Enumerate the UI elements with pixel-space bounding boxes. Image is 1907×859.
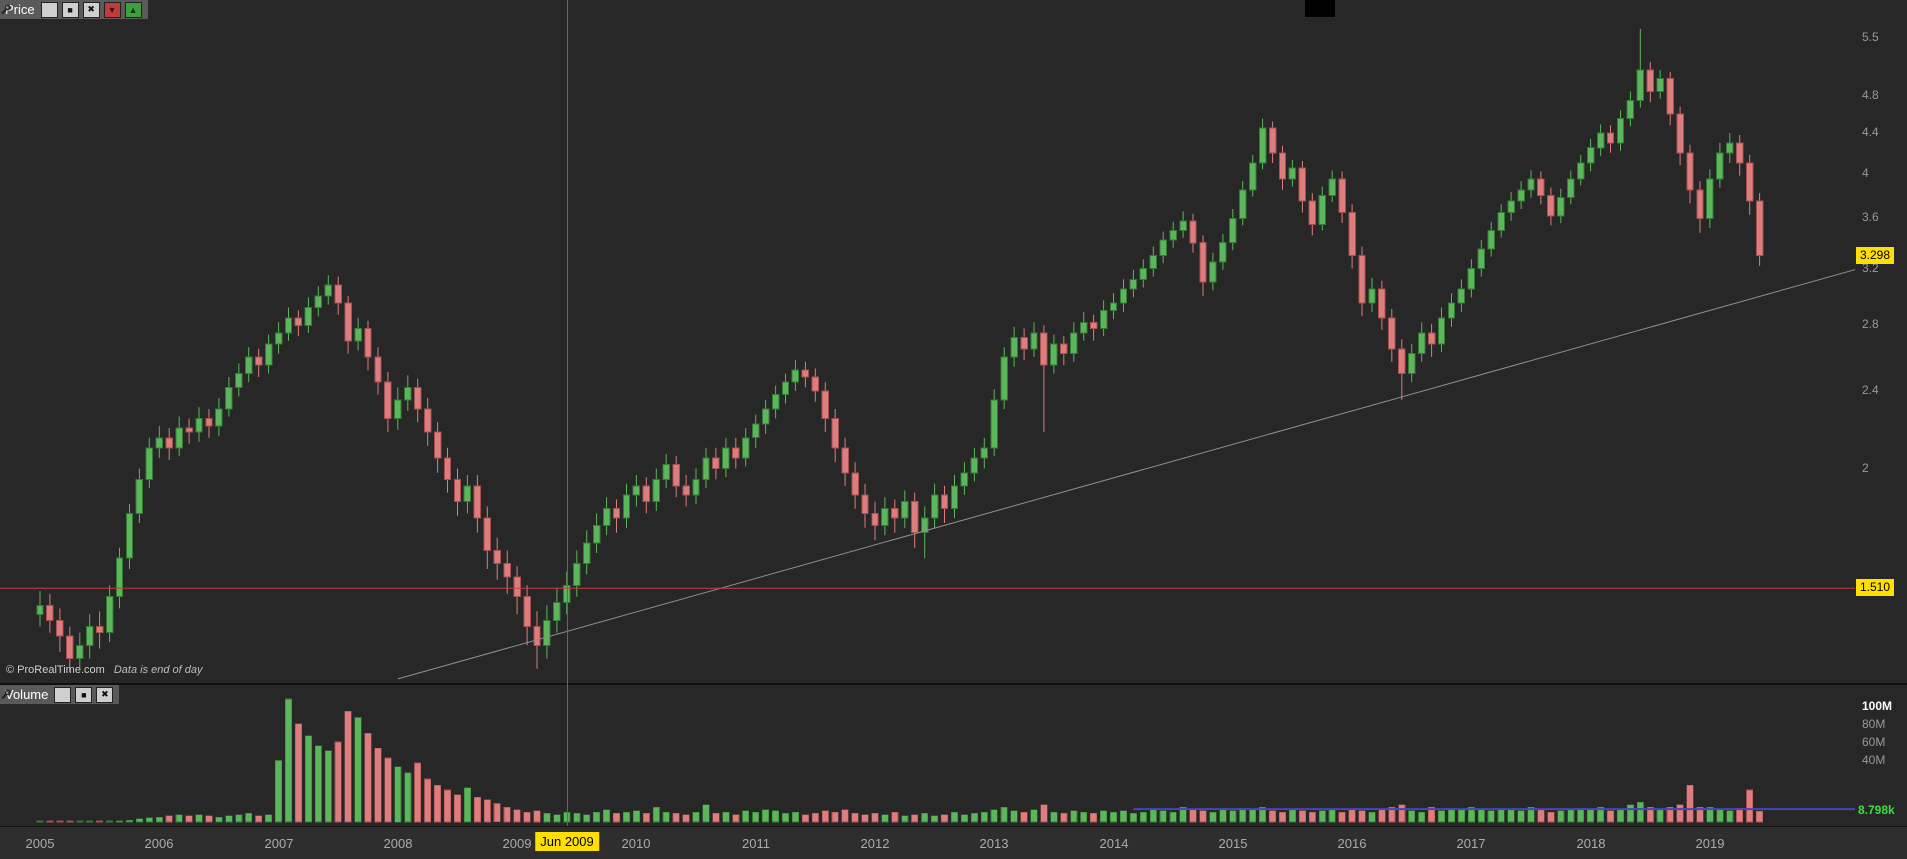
crosshair-vertical-line <box>567 0 568 826</box>
crosshair-price-label: 1.510 <box>1856 579 1895 596</box>
time-axis[interactable] <box>0 826 1907 859</box>
price-axis-tick: 2 <box>1862 461 1869 475</box>
style-icon[interactable]: ■ <box>61 1 79 18</box>
time-axis-year-label: 2014 <box>1099 836 1129 851</box>
time-axis-year-label: 2018 <box>1576 836 1606 851</box>
volume-axis-tick: 100M <box>1862 699 1893 713</box>
time-axis-year-label: 2009 <box>502 836 532 851</box>
close-icon[interactable]: ✖ <box>96 686 114 703</box>
time-axis-year-label: 2008 <box>383 836 413 851</box>
close-icon[interactable]: ✖ <box>82 1 100 18</box>
time-axis-year-label: 2006 <box>144 836 174 851</box>
price-axis-tick: 2.8 <box>1862 317 1879 331</box>
trendline <box>397 269 1855 680</box>
time-axis-year-label: 2010 <box>621 836 651 851</box>
price-axis-tick: 4.8 <box>1862 88 1879 102</box>
wrench-icon-glyph <box>1 4 11 15</box>
price-axis-tick: 4.4 <box>1862 125 1879 139</box>
time-axis-year-label: 2005 <box>25 836 55 851</box>
time-axis-year-label: 2017 <box>1456 836 1486 851</box>
time-axis-year-label: 2019 <box>1695 836 1725 851</box>
time-axis-year-label: 2011 <box>742 836 770 851</box>
volume-pane-toolbar: Volume ■ ✖ <box>0 685 120 704</box>
copyright-text: © ProRealTime.com <box>6 664 105 676</box>
volume-chart-canvas[interactable] <box>0 685 1855 826</box>
wrench-icon[interactable] <box>1 686 72 703</box>
price-axis-tick: 2.4 <box>1862 383 1879 397</box>
wrench-icon-glyph <box>1 689 11 700</box>
top-right-black-rectangle <box>1305 0 1335 17</box>
volume-pane-title: Volume <box>5 687 49 702</box>
data-note: Data is end of day <box>113 664 203 676</box>
volume-axis-tick: 80M <box>1862 717 1886 731</box>
style-icon[interactable]: ■ <box>75 686 93 703</box>
time-axis-year-label: 2012 <box>860 836 890 851</box>
crosshair-date-label: Jun 2009 <box>535 832 599 851</box>
price-axis-tick: 3.2 <box>1862 261 1879 275</box>
pane-separator <box>0 683 1907 685</box>
time-axis-year-label: 2016 <box>1337 836 1367 851</box>
volume-bars <box>36 698 1855 823</box>
up-arrow-icon[interactable]: ▲ <box>124 1 142 18</box>
price-axis-tick: 5.5 <box>1862 30 1879 44</box>
down-arrow-icon[interactable]: ▼ <box>103 1 121 18</box>
price-axis-tick: 4 <box>1862 166 1869 180</box>
time-axis-year-label: 2013 <box>979 836 1009 851</box>
volume-axis-tick: 60M <box>1862 735 1886 749</box>
price-pane-title: Price <box>5 2 35 17</box>
candles <box>0 28 1855 680</box>
volume-axis-tick: 40M <box>1862 753 1886 767</box>
last-volume-label: 8.798k <box>1858 803 1895 817</box>
time-axis-year-label: 2007 <box>264 836 294 851</box>
time-axis-year-label: 2015 <box>1218 836 1248 851</box>
price-chart-canvas[interactable] <box>0 0 1855 683</box>
copyright-note: © ProRealTime.com Data is end of day <box>6 664 203 676</box>
last-price-label: 3.298 <box>1856 247 1895 264</box>
price-pane-toolbar: Price ■ ✖ ▼ ▲ <box>0 0 148 19</box>
price-axis-tick: 3.6 <box>1862 210 1879 224</box>
wrench-icon[interactable] <box>1 1 58 18</box>
